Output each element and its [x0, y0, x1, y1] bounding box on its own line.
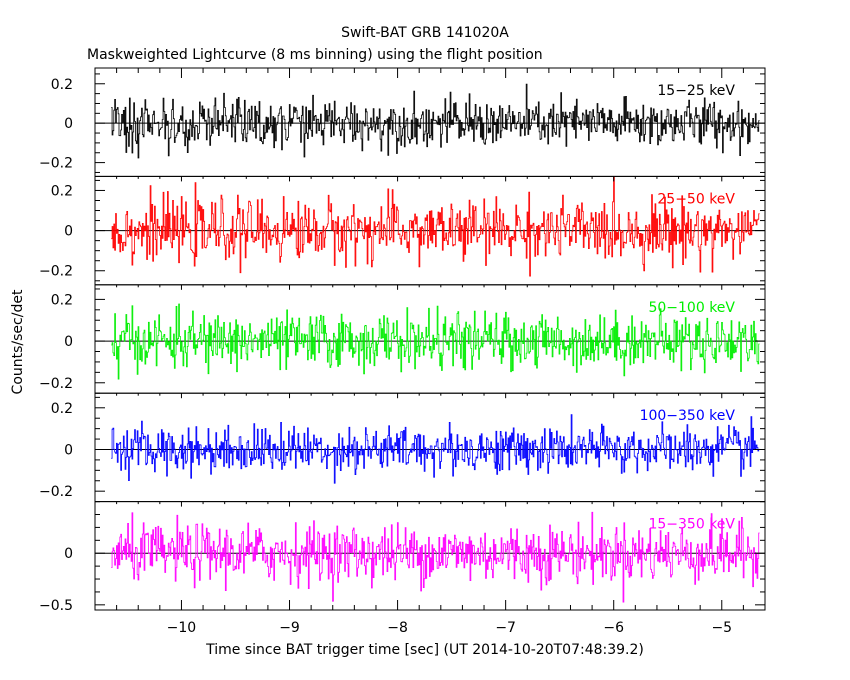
y-axis-label: Counts/sec/det: [10, 289, 26, 394]
series-line: [111, 414, 760, 484]
series-label: 25−50 keV: [657, 191, 735, 207]
y-tick-label: 0.2: [51, 401, 73, 417]
chart-subtitle: Maskweighted Lightcurve (8 ms binning) u…: [87, 47, 543, 63]
x-tick-label: −7: [495, 620, 516, 636]
chart-title: Swift-BAT GRB 141020A: [341, 25, 509, 41]
y-tick-label: 0: [64, 116, 73, 132]
panel-1: 15−25 keV −0.2 0 0.2: [39, 67, 766, 177]
x-tick-label: −9: [279, 620, 300, 636]
series-line: [111, 303, 760, 380]
y-tick-label: 0.2: [51, 77, 73, 93]
series-line: [111, 176, 760, 277]
x-axis: −10 −9 −8 −7 −6 −5: [167, 620, 732, 636]
y-tick-label: −0.2: [39, 156, 73, 172]
y-tick-label: −0.5: [39, 598, 73, 614]
y-tick-label: −0.2: [39, 484, 73, 500]
x-tick-label: −5: [711, 620, 732, 636]
y-tick-label: 0: [64, 546, 73, 562]
series-label: 15−25 keV: [657, 83, 735, 99]
series-label: 50−100 keV: [648, 300, 735, 316]
y-tick-label: 0: [64, 334, 73, 350]
series-line: [111, 83, 760, 159]
series-line: [111, 511, 760, 603]
y-tick-label: 0: [64, 224, 73, 240]
y-tick-label: 0.2: [51, 292, 73, 308]
y-tick-label: −0.2: [39, 264, 73, 280]
x-tick-label: −8: [387, 620, 408, 636]
series-label: 15−350 keV: [648, 517, 735, 533]
y-tick-label: −0.2: [39, 376, 73, 392]
x-axis-label: Time since BAT trigger time [sec] (UT 20…: [205, 642, 644, 658]
panel-frame: [94, 501, 766, 611]
panel-3: 50−100 keV −0.2 0 0.2: [39, 284, 766, 394]
panels: 15−25 keV−0.200.225−50 keV−0.200.250−100…: [39, 67, 766, 614]
series-label: 100−350 keV: [640, 408, 736, 424]
y-tick-label: 0.2: [51, 183, 73, 199]
y-tick-label: 0: [64, 442, 73, 458]
panel-5: 15−350 keV −0.5 0: [39, 501, 766, 614]
panel-2: 25−50 keV −0.2 0 0.2: [39, 175, 766, 286]
x-tick-label: −6: [603, 620, 624, 636]
panel-4: 100−350 keV −0.2 0 0.2: [39, 392, 766, 503]
x-tick-label: −10: [167, 620, 197, 636]
